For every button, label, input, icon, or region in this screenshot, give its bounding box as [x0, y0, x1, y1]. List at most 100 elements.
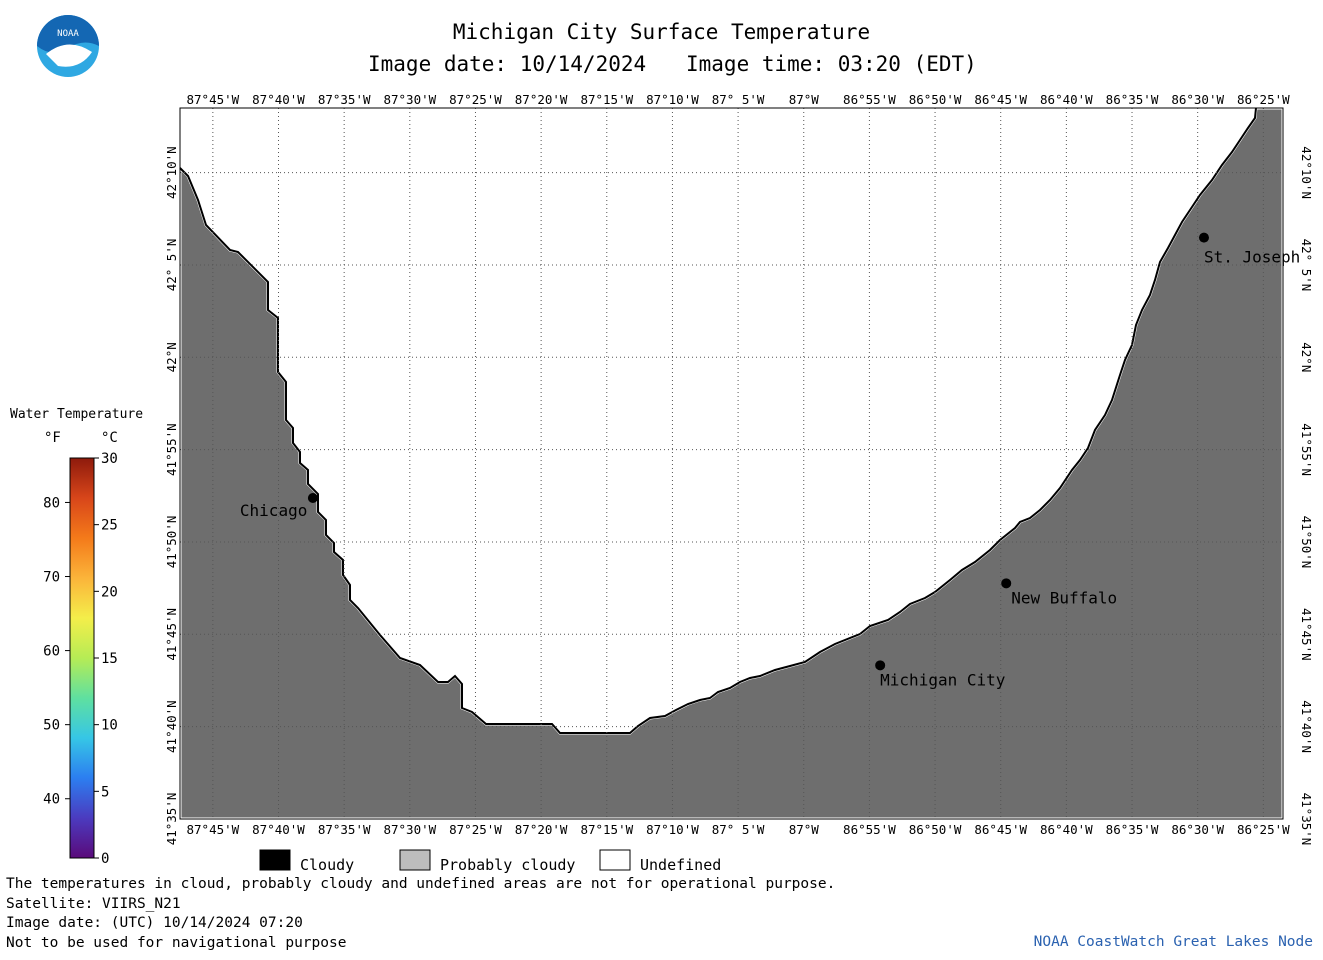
- city-marker: [1198, 232, 1209, 243]
- lat-label: 41°40'N: [1299, 700, 1314, 753]
- lon-label: 86°25'W: [1237, 92, 1290, 107]
- graticule: [180, 108, 1283, 820]
- lon-label: 87°35'W: [318, 92, 371, 107]
- lat-label: 42°N: [164, 342, 179, 372]
- lat-label: 42°10'N: [1299, 146, 1314, 199]
- f-tick-label: 50: [43, 718, 60, 734]
- latitude-labels-right: 42°10'N 42° 5'N 42°N 41°55'N 41°50'N 41°45'N 4…: [1299, 146, 1314, 845]
- lat-label: 42° 5'N: [1299, 239, 1314, 292]
- city-marker: [875, 660, 886, 671]
- lon-label: 87°40'W: [252, 92, 305, 107]
- city-marker: [307, 493, 318, 504]
- lon-label: 86°40'W: [1040, 822, 1093, 837]
- lon-label: 87°W: [789, 92, 820, 107]
- lon-label: 86°45'W: [974, 92, 1027, 107]
- longitude-labels-bottom: 87°45'W 87°40'W 87°35'W 87°30'W 87°25'W 87°20…: [187, 822, 1291, 837]
- longitude-labels-top: 87°45'W 87°40'W 87°35'W 87°30'W 87°25'W 87°20…: [187, 92, 1291, 107]
- lat-label: 42° 5'N: [164, 239, 179, 292]
- c-tick-label: 20: [101, 584, 118, 600]
- satellite-text: Satellite: VIIRS_N21: [6, 896, 181, 912]
- c-tick-label: 15: [101, 651, 118, 667]
- legend-f-unit: °F: [44, 430, 61, 446]
- lat-label: 41°45'N: [1299, 608, 1314, 661]
- lon-label: 86°55'W: [843, 822, 896, 837]
- navigation-warning: Not to be used for navigational purpose: [6, 935, 347, 951]
- utc-date-text: Image date: (UTC) 10/14/2024 07:20: [6, 915, 303, 931]
- color-bar: [69, 457, 95, 859]
- lon-label: 87°25'W: [449, 822, 502, 837]
- lat-label: 41°50'N: [1299, 516, 1314, 569]
- city-label: New Buffalo: [1011, 588, 1117, 607]
- lon-label: 87°45'W: [187, 92, 240, 107]
- lat-label: 42°N: [1299, 342, 1314, 372]
- c-tick-label: 30: [101, 451, 118, 467]
- disclaimer-text: The temperatures in cloud, probably clou…: [6, 876, 836, 892]
- lat-label: 41°45'N: [164, 608, 179, 661]
- c-tick-label: 0: [101, 851, 109, 867]
- city-markers: Chicago Michigan City New Buffalo St. Josep…: [240, 232, 1300, 689]
- legend-c-unit: °C: [101, 430, 118, 446]
- c-tick-label: 5: [101, 784, 109, 800]
- lon-label: 87°35'W: [318, 822, 371, 837]
- lon-label: 87°10'W: [646, 822, 699, 837]
- c-tick-label: 25: [101, 518, 118, 534]
- key-swatch-probably-cloudy: [399, 849, 431, 871]
- lat-label: 41°55'N: [1299, 423, 1314, 476]
- lon-label: 86°55'W: [843, 92, 896, 107]
- lat-label: 41°55'N: [164, 423, 179, 476]
- logo-text: NOAA: [57, 29, 79, 39]
- key-label-undefined: Undefined: [640, 856, 721, 874]
- legend-title: Water Temperature: [10, 407, 144, 422]
- key-swatch-undefined: [599, 849, 631, 871]
- city-marker: [1001, 578, 1012, 589]
- lon-label: 86°35'W: [1106, 92, 1159, 107]
- lon-label: 86°30'W: [1171, 822, 1224, 837]
- lon-label: 86°45'W: [974, 822, 1027, 837]
- lon-label: 87°20'W: [515, 92, 568, 107]
- lon-label: 87°15'W: [580, 92, 633, 107]
- city-label: St. Joseph: [1204, 248, 1300, 267]
- lon-label: 87°40'W: [252, 822, 305, 837]
- page-title: Michigan City Surface Temperature: [452, 20, 871, 44]
- lon-label: 86°30'W: [1171, 92, 1224, 107]
- lat-label: 41°35'N: [164, 793, 179, 846]
- f-tick-label: 60: [43, 644, 60, 660]
- lon-label: 87° 5'W: [712, 92, 765, 107]
- credit-text: NOAA CoastWatch Great Lakes Node: [1033, 934, 1313, 950]
- image-date: Image date: 10/14/2024: [368, 52, 647, 76]
- cloud-key: Cloudy Probably cloudy Undefined: [259, 849, 721, 874]
- key-swatch-cloudy: [259, 849, 291, 871]
- city-label: Chicago: [240, 501, 307, 520]
- map: 87°45'W 87°40'W 87°35'W 87°30'W 87°25'W 87°20…: [164, 92, 1314, 845]
- lat-label: 41°40'N: [164, 700, 179, 753]
- lat-label: 41°50'N: [164, 516, 179, 569]
- lon-label: 87°30'W: [383, 822, 436, 837]
- lon-label: 87°25'W: [449, 92, 502, 107]
- lon-label: 87°20'W: [515, 822, 568, 837]
- lon-label: 86°25'W: [1237, 822, 1290, 837]
- c-tick-label: 10: [101, 718, 118, 734]
- lon-label: 86°35'W: [1106, 822, 1159, 837]
- lon-label: 87°10'W: [646, 92, 699, 107]
- lon-label: 87°45'W: [187, 822, 240, 837]
- map-border: [179, 107, 1284, 820]
- lon-label: 86°50'W: [909, 822, 962, 837]
- noaa-logo-icon: NOAA: [37, 15, 99, 77]
- lat-label: 41°35'N: [1299, 793, 1314, 846]
- lon-label: 86°40'W: [1040, 92, 1093, 107]
- lon-label: 86°50'W: [909, 92, 962, 107]
- lon-label: 87° 5'W: [712, 822, 765, 837]
- image-time: Image time: 03:20 (EDT): [686, 52, 977, 76]
- lon-label: 87°30'W: [383, 92, 436, 107]
- lon-label: 87°15'W: [580, 822, 633, 837]
- f-tick-label: 40: [43, 792, 60, 808]
- f-tick-label: 70: [43, 570, 60, 586]
- city-label: Michigan City: [880, 670, 1006, 689]
- lon-label: 87°W: [789, 822, 820, 837]
- key-label-probably-cloudy: Probably cloudy: [440, 856, 575, 874]
- key-label-cloudy: Cloudy: [300, 856, 354, 874]
- f-tick-label: 80: [43, 495, 60, 511]
- lat-label: 42°10'N: [164, 146, 179, 199]
- latitude-labels-left: 42°10'N 42° 5'N 42°N 41°55'N 41°50'N 41°45'N 4…: [164, 146, 179, 845]
